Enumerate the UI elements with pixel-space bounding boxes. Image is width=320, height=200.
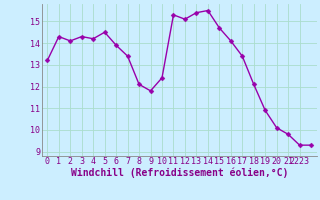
X-axis label: Windchill (Refroidissement éolien,°C): Windchill (Refroidissement éolien,°C) xyxy=(70,168,288,178)
